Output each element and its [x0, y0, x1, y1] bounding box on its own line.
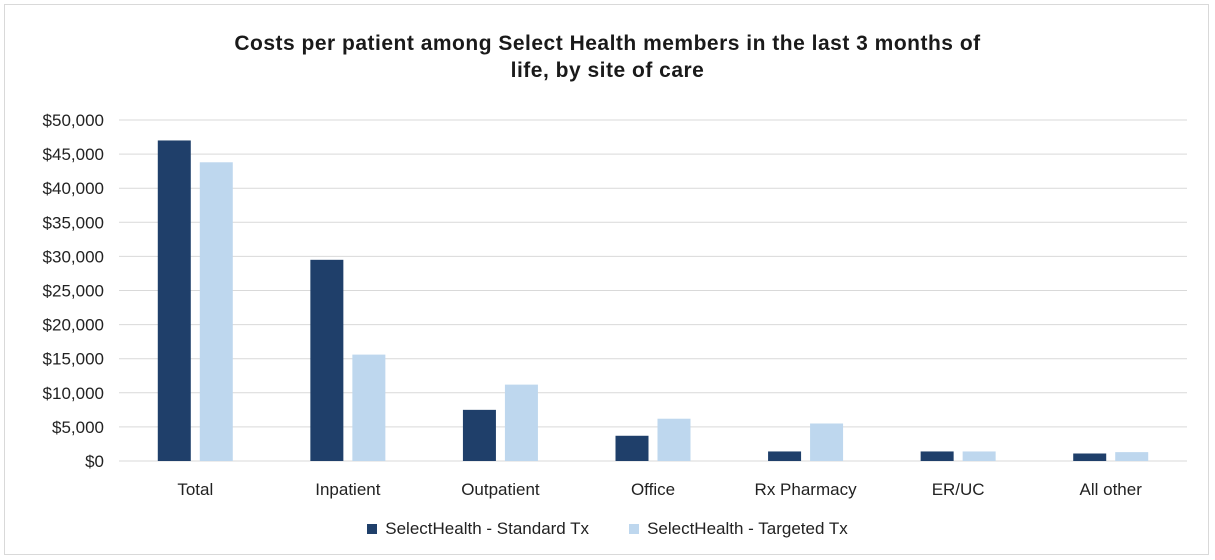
y-tick-label: $20,000	[43, 316, 104, 335]
bar-standard-rx-pharmacy	[768, 451, 802, 461]
y-tick-label: $50,000	[43, 111, 104, 130]
x-category-label: Office	[631, 480, 675, 499]
bar-standard-outpatient	[462, 409, 496, 461]
bar-targeted-office	[657, 418, 691, 461]
x-category-label: Outpatient	[461, 480, 540, 499]
y-tick-label: $25,000	[43, 282, 104, 301]
legend-item-standard: SelectHealth - Standard Tx	[367, 519, 589, 539]
x-category-label: ER/UC	[932, 480, 985, 499]
bar-standard-all-other	[1073, 453, 1107, 461]
y-tick-label: $35,000	[43, 213, 104, 232]
bar-standard-total	[157, 140, 191, 461]
y-axis-tick-labels: $0 $5,000 $10,000 $15,000 $20,000 $25,000 $30,…	[43, 111, 104, 471]
y-tick-label: $5,000	[52, 418, 104, 437]
bars	[157, 140, 1149, 461]
y-tick-label: $40,000	[43, 179, 104, 198]
y-tick-label: $45,000	[43, 145, 104, 164]
bar-targeted-outpatient	[504, 384, 538, 461]
x-axis-category-labels: Total Inpatient Outpatient Office Rx Pharmac…	[177, 480, 1142, 499]
y-tick-label: $30,000	[43, 247, 104, 266]
legend-label-targeted: SelectHealth - Targeted Tx	[647, 519, 848, 538]
y-tick-label: $10,000	[43, 384, 104, 403]
y-tick-label: $15,000	[43, 350, 104, 369]
bar-targeted-inpatient	[352, 354, 386, 461]
chart-title: Costs per patient among Select Health me…	[0, 30, 1215, 84]
x-category-label: All other	[1080, 480, 1143, 499]
bar-targeted-all-other	[1115, 452, 1149, 461]
y-tick-label: $0	[85, 452, 104, 471]
chart-legend: SelectHealth - Standard Tx SelectHealth …	[0, 519, 1215, 539]
chart-title-line-1: Costs per patient among Select Health me…	[234, 32, 981, 55]
bar-targeted-er-uc	[962, 451, 996, 461]
x-category-label: Rx Pharmacy	[755, 480, 858, 499]
bar-standard-inpatient	[310, 259, 344, 461]
bar-standard-office	[615, 435, 649, 461]
bar-targeted-total	[199, 162, 233, 461]
legend-swatch-standard	[367, 524, 378, 534]
legend-label-standard: SelectHealth - Standard Tx	[385, 519, 590, 538]
gridlines	[119, 119, 1187, 462]
bar-targeted-rx-pharmacy	[810, 423, 844, 461]
bar-standard-er-uc	[920, 451, 954, 461]
x-category-label: Inpatient	[315, 480, 380, 499]
x-category-label: Total	[177, 480, 213, 499]
legend-item-targeted: SelectHealth - Targeted Tx	[629, 519, 848, 539]
chart-title-line-2: life, by site of care	[510, 59, 705, 82]
legend-swatch-targeted	[629, 524, 640, 534]
